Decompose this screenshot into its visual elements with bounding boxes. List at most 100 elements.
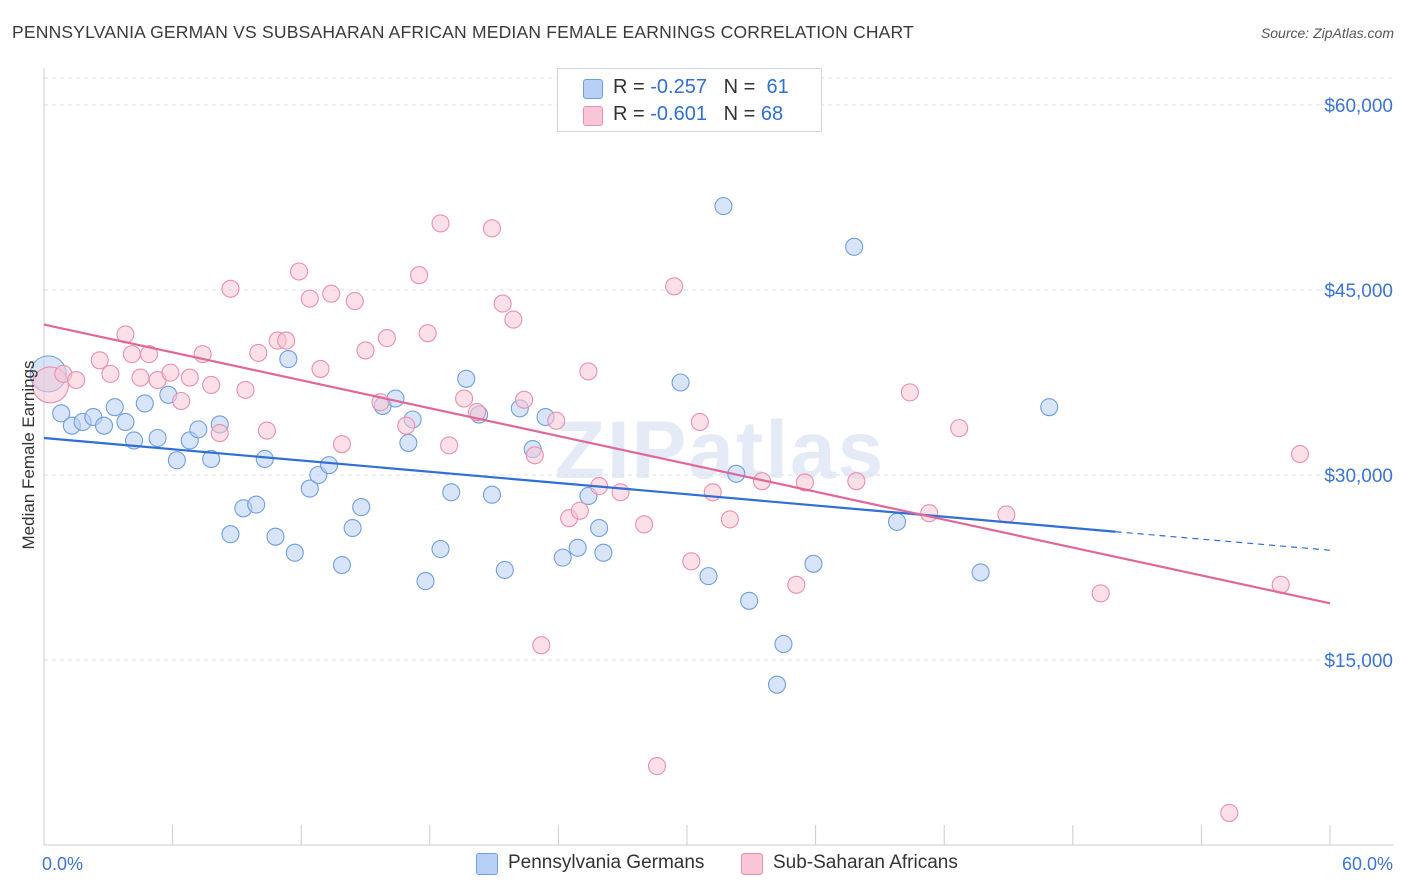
data-point-sub-saharan-africans bbox=[690, 412, 709, 432]
legend-swatch-blue bbox=[583, 79, 603, 99]
data-point-sub-saharan-africans bbox=[202, 375, 221, 395]
data-point-pennsylvania-germans bbox=[266, 527, 285, 546]
data-point-sub-saharan-africans bbox=[277, 331, 296, 350]
data-point-pennsylvania-germans bbox=[221, 525, 240, 544]
data-point-sub-saharan-africans bbox=[493, 294, 512, 313]
data-point-sub-saharan-africans bbox=[525, 446, 544, 465]
y-tick-label: $30,000 bbox=[1324, 466, 1393, 487]
bottom-legend-swatch-blue bbox=[476, 853, 498, 875]
y-tick-label: $15,000 bbox=[1324, 651, 1393, 672]
data-point-sub-saharan-africans bbox=[322, 284, 341, 303]
x-tick-label-min: 0.0% bbox=[42, 854, 83, 874]
data-point-sub-saharan-africans bbox=[345, 292, 364, 311]
data-point-sub-saharan-africans bbox=[482, 219, 502, 238]
data-point-pennsylvania-germans bbox=[148, 428, 167, 448]
data-point-sub-saharan-africans bbox=[418, 324, 437, 343]
data-point-pennsylvania-germans bbox=[804, 554, 823, 573]
data-point-sub-saharan-africans bbox=[635, 515, 654, 534]
data-point-sub-saharan-africans bbox=[257, 421, 276, 440]
data-point-sub-saharan-africans bbox=[665, 277, 684, 296]
trend-line-sub-saharan-africans bbox=[43, 323, 1331, 605]
data-point-pennsylvania-germans bbox=[714, 197, 733, 216]
data-point-pennsylvania-germans bbox=[699, 567, 718, 586]
legend-n-value: 68 bbox=[760, 103, 784, 125]
data-point-sub-saharan-africans bbox=[682, 552, 701, 571]
data-point-pennsylvania-germans bbox=[202, 449, 221, 469]
legend-swatch-pink bbox=[583, 106, 603, 126]
data-point-sub-saharan-africans bbox=[950, 419, 969, 438]
data-point-sub-saharan-africans bbox=[290, 262, 309, 281]
data-point-sub-saharan-africans bbox=[847, 472, 866, 491]
data-point-pennsylvania-germans bbox=[189, 420, 208, 439]
data-point-sub-saharan-africans bbox=[720, 510, 739, 529]
data-point-sub-saharan-africans bbox=[101, 364, 120, 383]
data-point-pennsylvania-germans bbox=[300, 479, 319, 498]
data-point-sub-saharan-africans bbox=[1220, 803, 1239, 822]
data-point-sub-saharan-africans bbox=[703, 483, 722, 502]
data-point-sub-saharan-africans bbox=[997, 505, 1016, 524]
data-point-sub-saharan-africans bbox=[377, 329, 396, 348]
data-point-pennsylvania-germans bbox=[52, 404, 71, 423]
legend-row-sub-saharan-africans: R = -0.601 N = 68 bbox=[558, 100, 821, 128]
trend-line-pennsylvania-germans bbox=[43, 436, 1116, 533]
data-point-pennsylvania-germans bbox=[1040, 398, 1059, 417]
data-point-pennsylvania-germans bbox=[774, 634, 793, 654]
data-point-sub-saharan-africans bbox=[90, 351, 109, 370]
data-point-sub-saharan-africans bbox=[122, 345, 141, 364]
legend-r-value: -0.601 bbox=[650, 103, 707, 125]
trend-line-pennsylvania-germans-extension bbox=[1115, 531, 1331, 551]
data-point-sub-saharan-africans bbox=[397, 416, 416, 435]
data-point-pennsylvania-germans bbox=[767, 675, 787, 694]
data-point-pennsylvania-germans bbox=[135, 394, 154, 413]
y-axis-label: Median Female Earnings bbox=[19, 361, 38, 550]
data-point-sub-saharan-africans bbox=[67, 370, 86, 390]
data-point-sub-saharan-africans bbox=[210, 424, 229, 443]
x-tick-label-max: 60.0% bbox=[1342, 854, 1393, 874]
data-point-sub-saharan-africans bbox=[1290, 444, 1310, 464]
bottom-legend-label: Sub-Saharan Africans bbox=[773, 852, 958, 873]
y-tick-labels: $15,000 $30,000 $45,000 $60,000 bbox=[1324, 96, 1393, 672]
data-point-pennsylvania-germans bbox=[285, 543, 304, 562]
source-label: Source: ZipAtlas.com bbox=[1260, 25, 1394, 41]
data-point-pennsylvania-germans bbox=[553, 548, 572, 567]
data-point-sub-saharan-africans bbox=[139, 345, 159, 364]
y-tick-label: $60,000 bbox=[1324, 96, 1393, 117]
chart-title: PENNSYLVANIA GERMAN VS SUBSAHARAN AFRICA… bbox=[12, 22, 914, 42]
legend-n-value: 61 bbox=[766, 76, 789, 98]
bottom-legend-label: Pennsylvania Germans bbox=[508, 852, 705, 873]
data-point-pennsylvania-germans bbox=[482, 485, 502, 504]
data-point-sub-saharan-africans bbox=[431, 214, 450, 233]
data-point-pennsylvania-germans bbox=[167, 451, 186, 470]
data-point-pennsylvania-germans bbox=[431, 539, 450, 559]
y-tick-label: $45,000 bbox=[1324, 281, 1393, 302]
data-point-pennsylvania-germans bbox=[279, 350, 298, 369]
data-point-pennsylvania-germans bbox=[94, 416, 114, 435]
data-point-pennsylvania-germans bbox=[671, 373, 690, 392]
legend-n-label: N = bbox=[723, 103, 761, 125]
data-point-sub-saharan-africans bbox=[172, 391, 191, 411]
data-point-pennsylvania-germans bbox=[352, 498, 371, 517]
data-point-sub-saharan-africans bbox=[920, 504, 939, 523]
data-point-sub-saharan-africans bbox=[515, 390, 534, 409]
data-point-sub-saharan-africans bbox=[532, 636, 551, 655]
data-point-pennsylvania-germans bbox=[568, 538, 587, 557]
legend-r-value: -0.257 bbox=[650, 76, 707, 98]
series-sub-saharan-africans bbox=[31, 214, 1310, 822]
data-point-sub-saharan-africans bbox=[131, 368, 150, 387]
data-point-pennsylvania-germans bbox=[740, 591, 759, 610]
data-point-sub-saharan-africans bbox=[332, 435, 351, 454]
data-point-sub-saharan-africans bbox=[787, 575, 806, 594]
legend-row-pennsylvania-germans: R = -0.257 N = 61 bbox=[558, 73, 821, 101]
data-point-sub-saharan-africans bbox=[647, 757, 667, 776]
watermark: ZIPatlas bbox=[555, 405, 885, 496]
data-point-pennsylvania-germans bbox=[332, 555, 351, 575]
data-point-pennsylvania-germans bbox=[971, 563, 990, 582]
data-point-pennsylvania-germans bbox=[594, 543, 613, 562]
data-point-pennsylvania-germans bbox=[845, 237, 864, 256]
data-point-pennsylvania-germans bbox=[416, 572, 435, 591]
data-point-pennsylvania-germans bbox=[590, 518, 609, 538]
data-point-sub-saharan-africans bbox=[455, 389, 474, 408]
data-point-sub-saharan-africans bbox=[356, 341, 375, 360]
data-point-sub-saharan-africans bbox=[579, 362, 598, 381]
data-point-sub-saharan-africans bbox=[547, 411, 566, 430]
